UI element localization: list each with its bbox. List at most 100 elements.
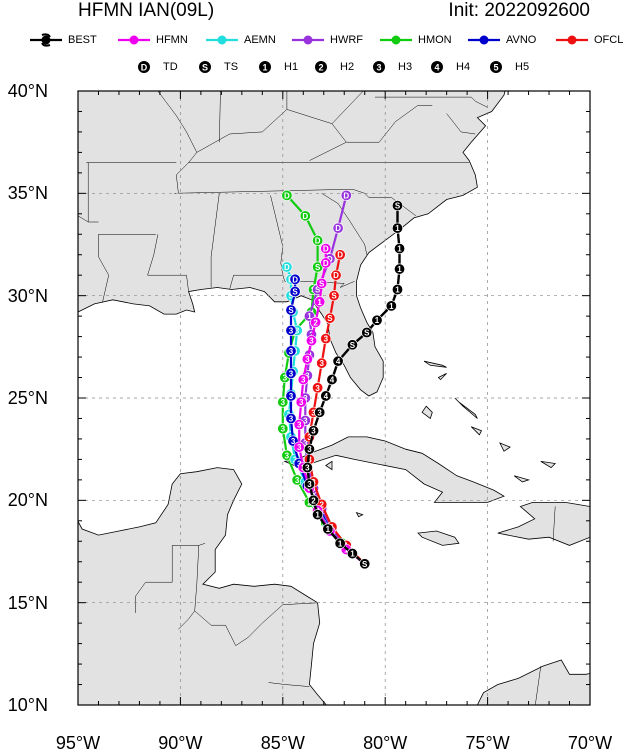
track-marker-hmon: 3	[277, 423, 289, 435]
legend-item-aemn: AEMN	[206, 30, 294, 50]
track-marker-hwrf: D	[340, 189, 352, 201]
inagua-island	[513, 475, 530, 483]
svg-text:D: D	[315, 236, 321, 245]
track-marker-best: 1	[394, 263, 406, 275]
svg-text:3: 3	[303, 439, 308, 448]
border-ni-cr	[268, 682, 310, 687]
svg-text:3: 3	[295, 326, 300, 335]
state-border-wv-va	[346, 105, 433, 143]
x-tick-label: 80°W	[363, 733, 408, 753]
svg-text:1: 1	[307, 312, 312, 321]
eleuthera-island	[454, 397, 478, 419]
track-marker-hfmn: 3	[297, 374, 309, 386]
state-border-ok-tx	[78, 215, 99, 223]
intensity-symbol-letter: 1	[262, 63, 267, 73]
intensity-symbol-icon: 4	[431, 61, 443, 73]
track-marker-best: 4	[332, 355, 344, 367]
intensity-symbol-icon: 2	[315, 61, 327, 73]
intensity-symbol-letter: 3	[376, 63, 381, 73]
track-marker-hfmn: 3	[293, 419, 305, 431]
track-marker-ofcl: 3	[320, 333, 332, 345]
track-marker-best: 1	[334, 537, 346, 549]
svg-text:1: 1	[395, 224, 400, 233]
state-border-ga-sc	[321, 193, 368, 255]
legend-swatch	[206, 35, 238, 45]
intensity-symbol-icon: 5	[490, 61, 502, 73]
svg-text:1: 1	[317, 298, 322, 307]
state-border-md-va	[446, 113, 476, 135]
track-marker-best: 3	[308, 425, 320, 437]
track-marker-hfmn: D	[320, 257, 332, 269]
border-gt-sv-hn	[178, 584, 198, 630]
tracks-layer: S11233333332SSDDDS11233333333SSDDS112333…	[277, 189, 406, 570]
intensity-symbol-icon: S	[199, 61, 211, 73]
cuba-island	[283, 436, 505, 503]
track-marker-ofcl: S	[324, 312, 336, 324]
x-tick-label: 85°W	[260, 733, 305, 753]
track-marker-hfmn: 3	[293, 441, 305, 453]
track-marker-best: 3	[301, 462, 313, 474]
usa-landmass	[78, 91, 506, 397]
svg-text:S: S	[288, 292, 294, 301]
track-marker-ofcl: D	[330, 269, 342, 281]
border-bz-gt	[196, 545, 200, 585]
legend-swatch	[380, 35, 412, 45]
svg-text:3: 3	[307, 433, 312, 442]
svg-text:D: D	[343, 191, 349, 200]
track-marker-hfmn: 1	[314, 296, 326, 308]
track-marker-aemn: D	[281, 261, 293, 273]
track-marker-hfmn: D	[320, 243, 332, 255]
legend-item-best: BEST	[30, 30, 118, 50]
svg-text:D: D	[302, 212, 308, 221]
intensity-label: TS	[224, 61, 239, 73]
svg-text:3: 3	[307, 480, 312, 489]
svg-text:3: 3	[317, 408, 322, 417]
track-marker-avno: D	[289, 273, 301, 285]
track-marker-ofcl: 3	[312, 382, 324, 394]
svg-text:S: S	[327, 314, 333, 323]
intensity-item-h1: 1 H1	[258, 57, 314, 77]
intensity-symbol-letter: 2	[318, 63, 323, 73]
grand-bahama-island	[423, 360, 447, 368]
svg-text:3: 3	[289, 392, 294, 401]
track-marker-avno: S	[285, 304, 297, 316]
svg-text:4: 4	[336, 357, 341, 366]
svg-text:3: 3	[297, 443, 302, 452]
svg-text:S: S	[288, 306, 294, 315]
state-border-nc-sc	[174, 188, 417, 217]
track-marker-best: 4	[320, 390, 332, 402]
legend-label: OFCL	[594, 34, 624, 46]
svg-text:D: D	[327, 255, 333, 264]
border-hn-ni	[235, 602, 320, 646]
svg-text:D: D	[337, 251, 343, 260]
svg-text:2: 2	[313, 318, 318, 327]
track-marker-best: 1	[385, 300, 397, 312]
intensity-label: H3	[398, 61, 413, 73]
x-tick-label: 95°W	[55, 733, 101, 753]
track-marker-hfmn: 3	[295, 396, 307, 408]
intensity-symbol-letter: 4	[434, 63, 439, 73]
track-marker-best: 1	[371, 314, 383, 326]
legend-item-avno: AVNO	[468, 30, 556, 50]
svg-text:D: D	[323, 245, 329, 254]
legend-item-hmon: HMON	[380, 30, 468, 50]
y-tick-label: 15°N	[7, 592, 48, 613]
legend-swatch	[556, 35, 588, 45]
svg-text:S: S	[364, 329, 370, 338]
legend-item-ofcl: OFCL	[556, 30, 630, 50]
svg-text:3: 3	[303, 417, 308, 426]
state-border-oh-wv	[331, 91, 364, 124]
track-marker-hfmn: 3	[301, 353, 313, 365]
legend-label: AVNO	[506, 34, 537, 46]
svg-text:1: 1	[397, 265, 402, 274]
intensity-symbol-letter: 5	[493, 63, 498, 73]
intensity-item-ts: S TS	[198, 57, 254, 77]
track-marker-best: 1	[391, 284, 403, 296]
svg-text:3: 3	[281, 398, 286, 407]
x-tick-label: 75°W	[465, 733, 510, 753]
intensity-label: H5	[515, 61, 530, 73]
track-marker-hwrf: D	[332, 222, 344, 234]
legend-swatch	[118, 35, 150, 45]
svg-text:3: 3	[289, 369, 294, 378]
svg-text:1: 1	[338, 539, 343, 548]
